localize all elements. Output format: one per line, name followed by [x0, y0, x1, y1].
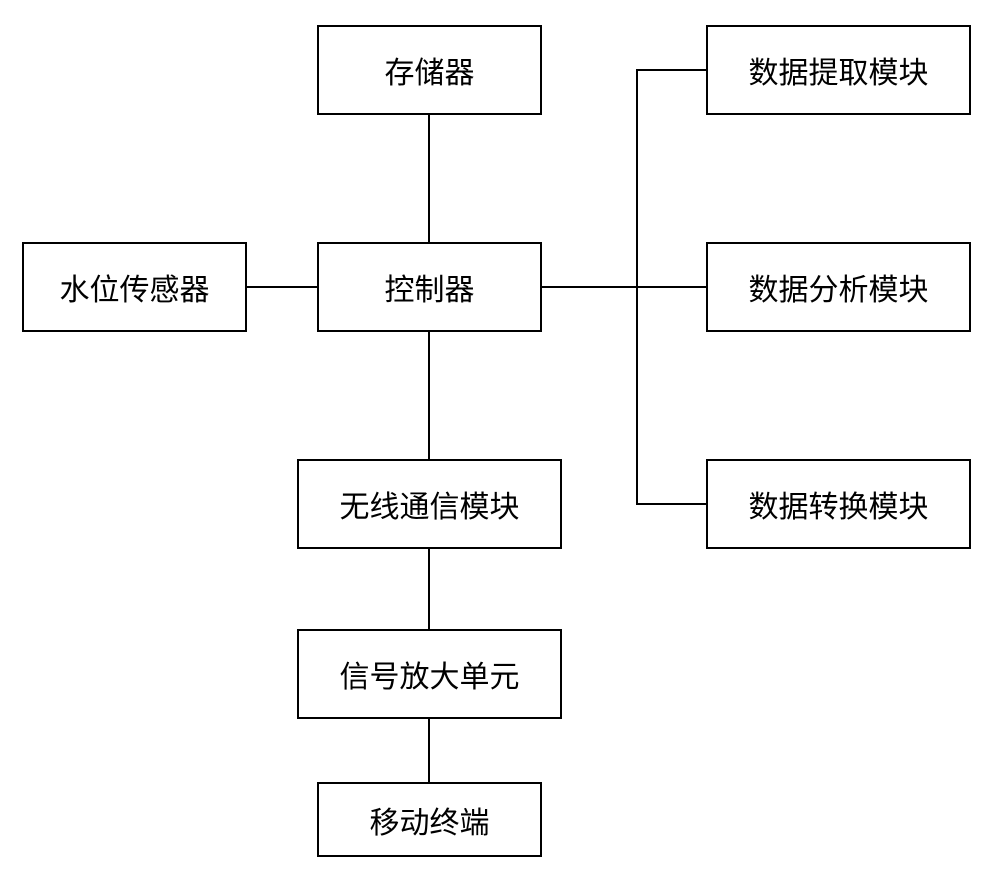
node-wireless: 无线通信模块: [297, 459, 562, 549]
edge-storage-controller: [428, 115, 430, 242]
node-data-analysis-label: 数据分析模块: [749, 265, 929, 309]
node-amplifier: 信号放大单元: [297, 629, 562, 719]
node-data-analysis: 数据分析模块: [706, 242, 971, 332]
node-data-convert-label: 数据转换模块: [749, 482, 929, 526]
edge-branch-convert: [636, 503, 706, 505]
node-amplifier-label: 信号放大单元: [340, 652, 520, 696]
node-controller-label: 控制器: [385, 265, 475, 309]
edge-branch-extract: [636, 69, 706, 71]
node-storage: 存储器: [317, 25, 542, 115]
edge-sensor-controller: [247, 286, 317, 288]
node-water-sensor: 水位传感器: [22, 242, 247, 332]
node-mobile-label: 移动终端: [370, 798, 490, 842]
block-diagram: 存储器 水位传感器 控制器 数据提取模块 数据分析模块 数据转换模块 无线通信模…: [0, 0, 1000, 874]
edge-branch-analysis: [636, 286, 706, 288]
node-wireless-label: 无线通信模块: [340, 482, 520, 526]
edge-amplifier-mobile: [428, 719, 430, 782]
edge-controller-wireless: [428, 332, 430, 459]
node-data-convert: 数据转换模块: [706, 459, 971, 549]
node-data-extract: 数据提取模块: [706, 25, 971, 115]
node-storage-label: 存储器: [385, 48, 475, 92]
node-data-extract-label: 数据提取模块: [749, 48, 929, 92]
node-water-sensor-label: 水位传感器: [60, 265, 210, 309]
edge-wireless-amplifier: [428, 549, 430, 629]
node-controller: 控制器: [317, 242, 542, 332]
node-mobile: 移动终端: [317, 782, 542, 857]
edge-controller-branch-stem: [542, 286, 638, 288]
